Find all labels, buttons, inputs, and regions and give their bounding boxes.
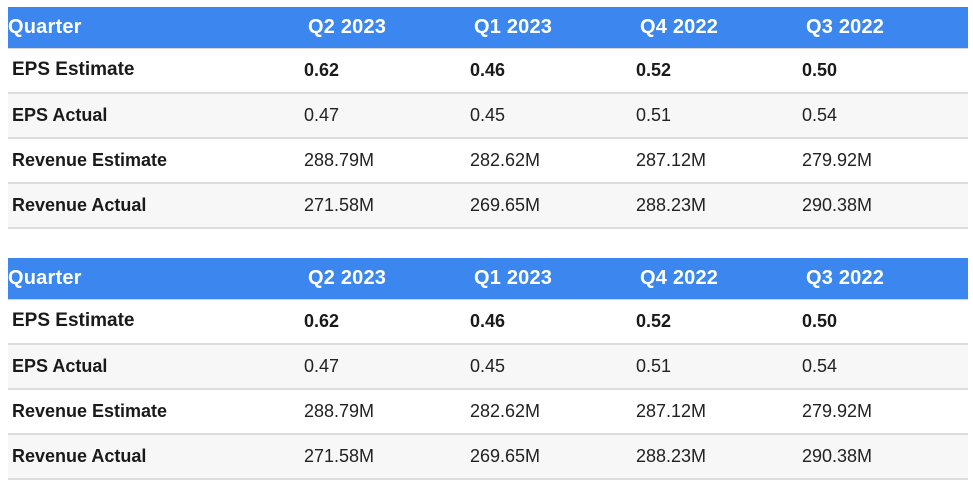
table-cell: 287.12M — [636, 401, 707, 421]
table-cell: 0.46 — [470, 310, 506, 331]
table-cell: 279.92M — [802, 150, 873, 170]
header-cell: Q3 2022 — [802, 258, 968, 300]
row-label: EPS Actual — [12, 356, 108, 376]
header-cell: Q4 2022 — [636, 258, 802, 300]
header-cell: Q2 2023 — [304, 7, 470, 49]
table-cell: 0.47 — [304, 356, 340, 376]
table-cell: 288.79M — [304, 401, 375, 421]
header-cell-quarter: Quarter — [8, 7, 304, 49]
table-cell: 288.79M — [304, 150, 375, 170]
table-cell: 0.62 — [304, 310, 340, 331]
table-cell: 0.50 — [802, 59, 838, 80]
header-cell: Q3 2022 — [802, 7, 968, 49]
table-row: EPS Estimate 0.62 0.46 0.52 0.50 — [8, 299, 968, 344]
table-cell: 290.38M — [802, 446, 873, 466]
table-row: Revenue Actual 271.58M 269.65M 288.23M 2… — [8, 183, 968, 228]
table-cell: 269.65M — [470, 446, 541, 466]
earnings-table: Quarter Q2 2023 Q1 2023 Q4 2022 Q3 2022 … — [8, 7, 968, 229]
table-row: Revenue Estimate 288.79M 282.62M 287.12M… — [8, 389, 968, 434]
header-cell: Q4 2022 — [636, 7, 802, 49]
header-cell: Q2 2023 — [304, 258, 470, 300]
header-cell: Q1 2023 — [470, 258, 636, 300]
table-cell: 288.23M — [636, 446, 707, 466]
row-label: EPS Estimate — [12, 59, 135, 81]
table-body: EPS Estimate 0.62 0.46 0.52 0.50 EPS Act… — [8, 48, 968, 228]
row-label: EPS Actual — [12, 105, 108, 125]
row-label: Revenue Estimate — [12, 150, 168, 170]
table-cell: 271.58M — [304, 195, 375, 215]
table-cell: 279.92M — [802, 401, 873, 421]
row-label: Revenue Actual — [12, 446, 147, 466]
header-cell-quarter: Quarter — [8, 258, 304, 300]
table-row: EPS Actual 0.47 0.45 0.51 0.54 — [8, 344, 968, 389]
table-cell: 0.45 — [470, 356, 506, 376]
table-cell: 0.46 — [470, 59, 506, 80]
table-cell: 288.23M — [636, 195, 707, 215]
table-cell: 0.52 — [636, 310, 672, 331]
table-cell: 282.62M — [470, 150, 541, 170]
header-row: Quarter Q2 2023 Q1 2023 Q4 2022 Q3 2022 — [8, 7, 968, 49]
table-cell: 0.62 — [304, 59, 340, 80]
table-header: Quarter Q2 2023 Q1 2023 Q4 2022 Q3 2022 — [8, 7, 968, 49]
table-cell: 290.38M — [802, 195, 873, 215]
table-cell: 287.12M — [636, 150, 707, 170]
table-row: EPS Actual 0.47 0.45 0.51 0.54 — [8, 93, 968, 138]
table-cell: 0.47 — [304, 105, 340, 125]
table-cell: 0.51 — [636, 356, 672, 376]
header-row: Quarter Q2 2023 Q1 2023 Q4 2022 Q3 2022 — [8, 258, 968, 300]
earnings-table: Quarter Q2 2023 Q1 2023 Q4 2022 Q3 2022 … — [8, 258, 968, 480]
table-row: Revenue Actual 271.58M 269.65M 288.23M 2… — [8, 434, 968, 479]
table-cell: 0.51 — [636, 105, 672, 125]
table-cell: 269.65M — [470, 195, 541, 215]
table-cell: 0.45 — [470, 105, 506, 125]
header-cell: Q1 2023 — [470, 7, 636, 49]
table-header: Quarter Q2 2023 Q1 2023 Q4 2022 Q3 2022 — [8, 258, 968, 300]
table-cell: 0.54 — [802, 356, 838, 376]
table-body: EPS Estimate 0.62 0.46 0.52 0.50 EPS Act… — [8, 299, 968, 479]
table-cell: 0.54 — [802, 105, 838, 125]
row-label: Revenue Estimate — [12, 401, 168, 421]
table-cell: 271.58M — [304, 446, 375, 466]
table-row: EPS Estimate 0.62 0.46 0.52 0.50 — [8, 48, 968, 93]
row-label: EPS Estimate — [12, 310, 135, 332]
row-label: Revenue Actual — [12, 195, 147, 215]
table-cell: 0.50 — [802, 310, 838, 331]
table-cell: 282.62M — [470, 401, 541, 421]
table-cell: 0.52 — [636, 59, 672, 80]
table-row: Revenue Estimate 288.79M 282.62M 287.12M… — [8, 138, 968, 183]
